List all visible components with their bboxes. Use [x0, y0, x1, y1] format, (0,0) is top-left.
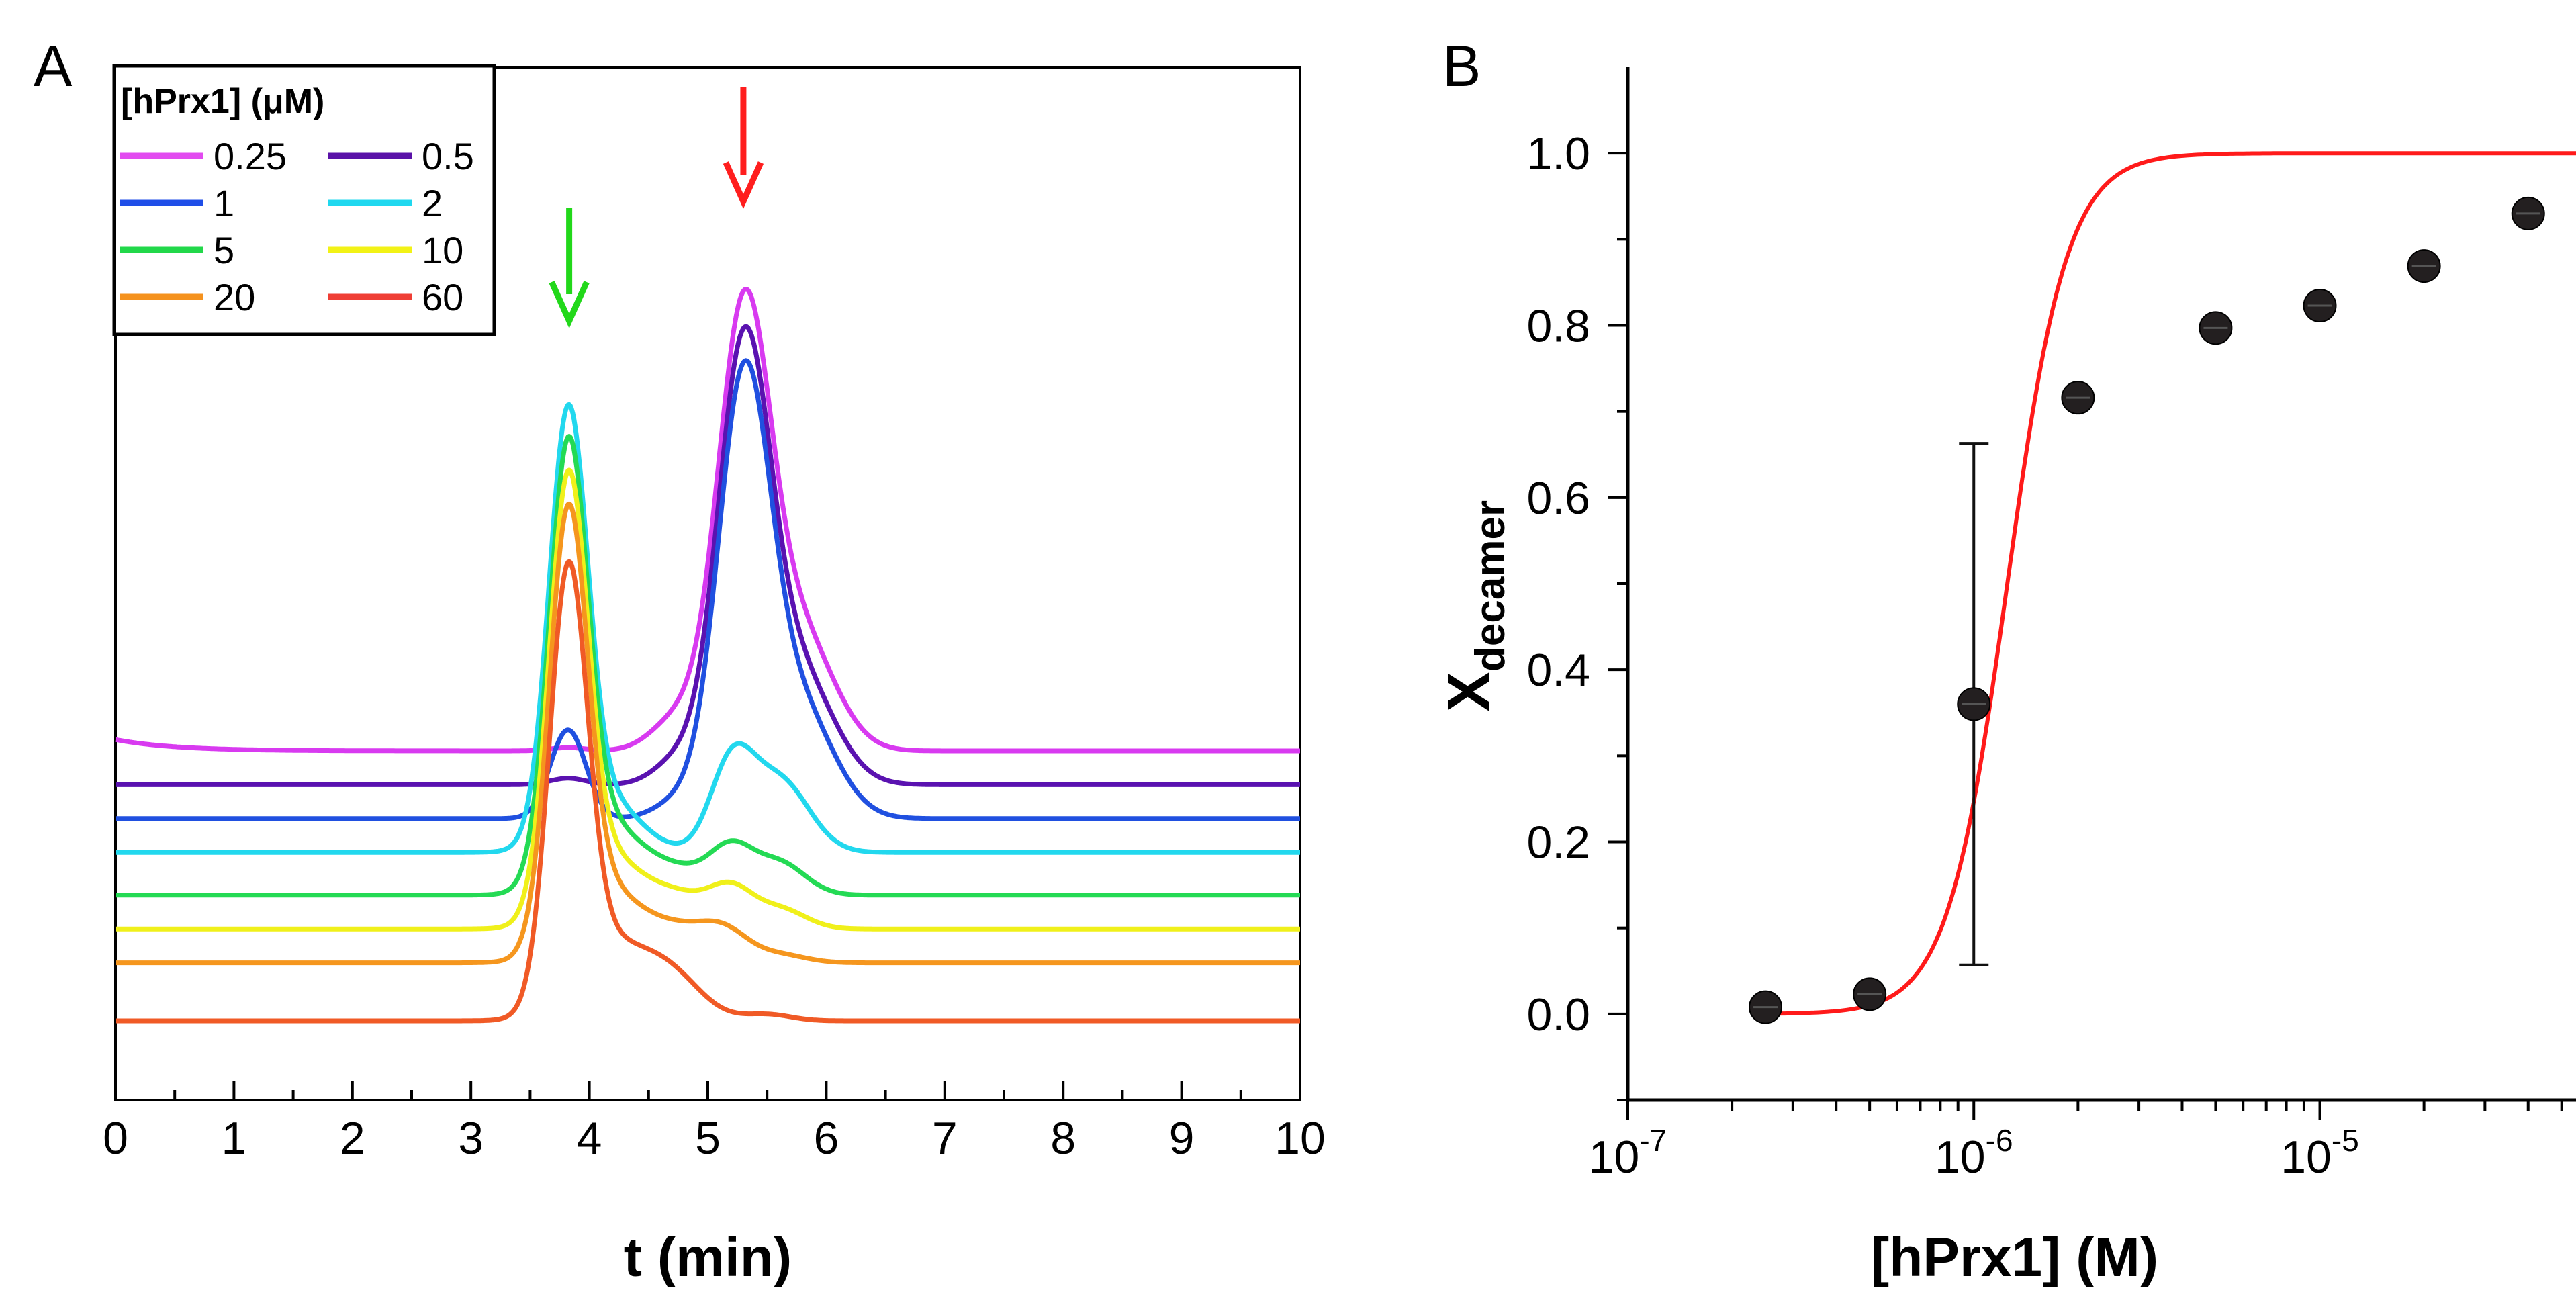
fit-curve [1765, 151, 2576, 1016]
x-tick-label-exponent: -7 [1639, 1123, 1667, 1158]
legend-title: [hPrx1] (μM) [121, 82, 324, 121]
data-point [2303, 289, 2337, 323]
x-tick-label: 10 [1275, 1113, 1326, 1164]
panel-b-axes: 0.00.20.40.60.81.010-7 10-6 10-5 [1526, 67, 2576, 1183]
green-arrow-icon [549, 208, 590, 329]
arrow-head [723, 161, 764, 210]
panel-a-legend: [hPrx1] (μM) 0.25 0.5 1 2 5 10 20 60 [112, 64, 496, 336]
panel-b-y-axis-label-main: X [1436, 672, 1503, 712]
x-tick-label: 0 [103, 1113, 128, 1164]
legend-entry-label: 5 [214, 229, 234, 271]
panel-a-x-axis-label: t (min) [624, 1227, 792, 1288]
red-arrow-icon [723, 87, 764, 210]
series-line-20 [114, 501, 1301, 966]
panel-b-fit-curve-group [1765, 151, 2576, 1016]
x-tick-label: 1 [221, 1113, 246, 1164]
series-line-5 [114, 434, 1301, 898]
data-point [2199, 311, 2233, 345]
legend-entry-label: 1 [214, 182, 234, 224]
y-tick-label: 0.0 [1526, 989, 1590, 1040]
x-tick-label: 4 [577, 1113, 602, 1164]
data-point [2061, 381, 2095, 415]
data-point [2407, 249, 2441, 283]
panel-a-x-axis: 0 1 2 3 4 5 6 7 8 9 10 [103, 1081, 1326, 1164]
data-point [1957, 442, 1991, 966]
x-tick-label: 9 [1169, 1113, 1195, 1164]
x-tick-label: 5 [695, 1113, 721, 1164]
x-tick-label-base: 10 [2281, 1132, 2332, 1183]
panel-a-chromatograms: A 0 1 2 3 4 5 6 7 8 9 10 t (min) [hPrx1] (μM) 0.25 0… [34, 34, 1326, 1288]
series-line-0-25 [114, 287, 1301, 754]
y-tick-label: 0.2 [1526, 817, 1590, 868]
series-line-60 [114, 559, 1301, 1024]
data-point [2511, 196, 2545, 230]
panel-b-x-axis-label: [hPrx1] (M) [1871, 1227, 2158, 1288]
y-tick-label: 0.4 [1526, 645, 1590, 696]
x-tick-label: 10-7 [1589, 1123, 1667, 1183]
x-tick-label: 3 [458, 1113, 484, 1164]
panel-a-series-group [114, 287, 1301, 1024]
x-tick-label-exponent: -5 [2332, 1123, 2359, 1158]
x-tick-label-base: 10 [1589, 1132, 1640, 1183]
legend-entry-label: 60 [422, 276, 463, 318]
arrow-head [549, 281, 590, 329]
panel-b-y-axis-label-sub: decamer [1467, 500, 1514, 672]
y-tick-label: 0.8 [1526, 301, 1590, 352]
series-line-0-5 [114, 324, 1301, 787]
series-line-10 [114, 467, 1301, 932]
legend-entry-label: 0.25 [214, 135, 287, 177]
series-line-2 [114, 402, 1301, 855]
x-tick-label: 6 [813, 1113, 839, 1164]
legend-entry-label: 0.5 [422, 135, 474, 177]
panel-b-y-axis-label: Xdecamer [1436, 500, 1514, 712]
panel-a-letter: A [34, 34, 73, 99]
x-tick-label: 7 [932, 1113, 958, 1164]
legend-entry-label: 20 [214, 276, 255, 318]
legend-entry-label: 2 [422, 182, 443, 224]
panel-b-letter: B [1442, 34, 1481, 99]
x-tick-label-base: 10 [1935, 1132, 1986, 1183]
x-tick-label: 8 [1050, 1113, 1076, 1164]
panel-b-points [1749, 196, 2545, 1024]
data-point [1853, 977, 1887, 1011]
panel-b-binding-curve: B 0.00.20.40.60.81.010-7 10-6 10-5 [hPrx1]… [1436, 34, 2576, 1288]
panel-a-arrows [549, 87, 764, 329]
y-tick-label: 1.0 [1526, 128, 1590, 179]
y-tick-label: 0.6 [1526, 473, 1590, 524]
series-line-1 [114, 358, 1301, 821]
x-tick-label: 10-6 [1935, 1123, 2013, 1183]
x-tick-label: 2 [340, 1113, 365, 1164]
legend-entry-label: 10 [422, 229, 463, 271]
data-point [1749, 990, 1783, 1024]
x-tick-label-exponent: -6 [1986, 1123, 2013, 1158]
x-tick-label: 10-5 [2281, 1123, 2359, 1183]
